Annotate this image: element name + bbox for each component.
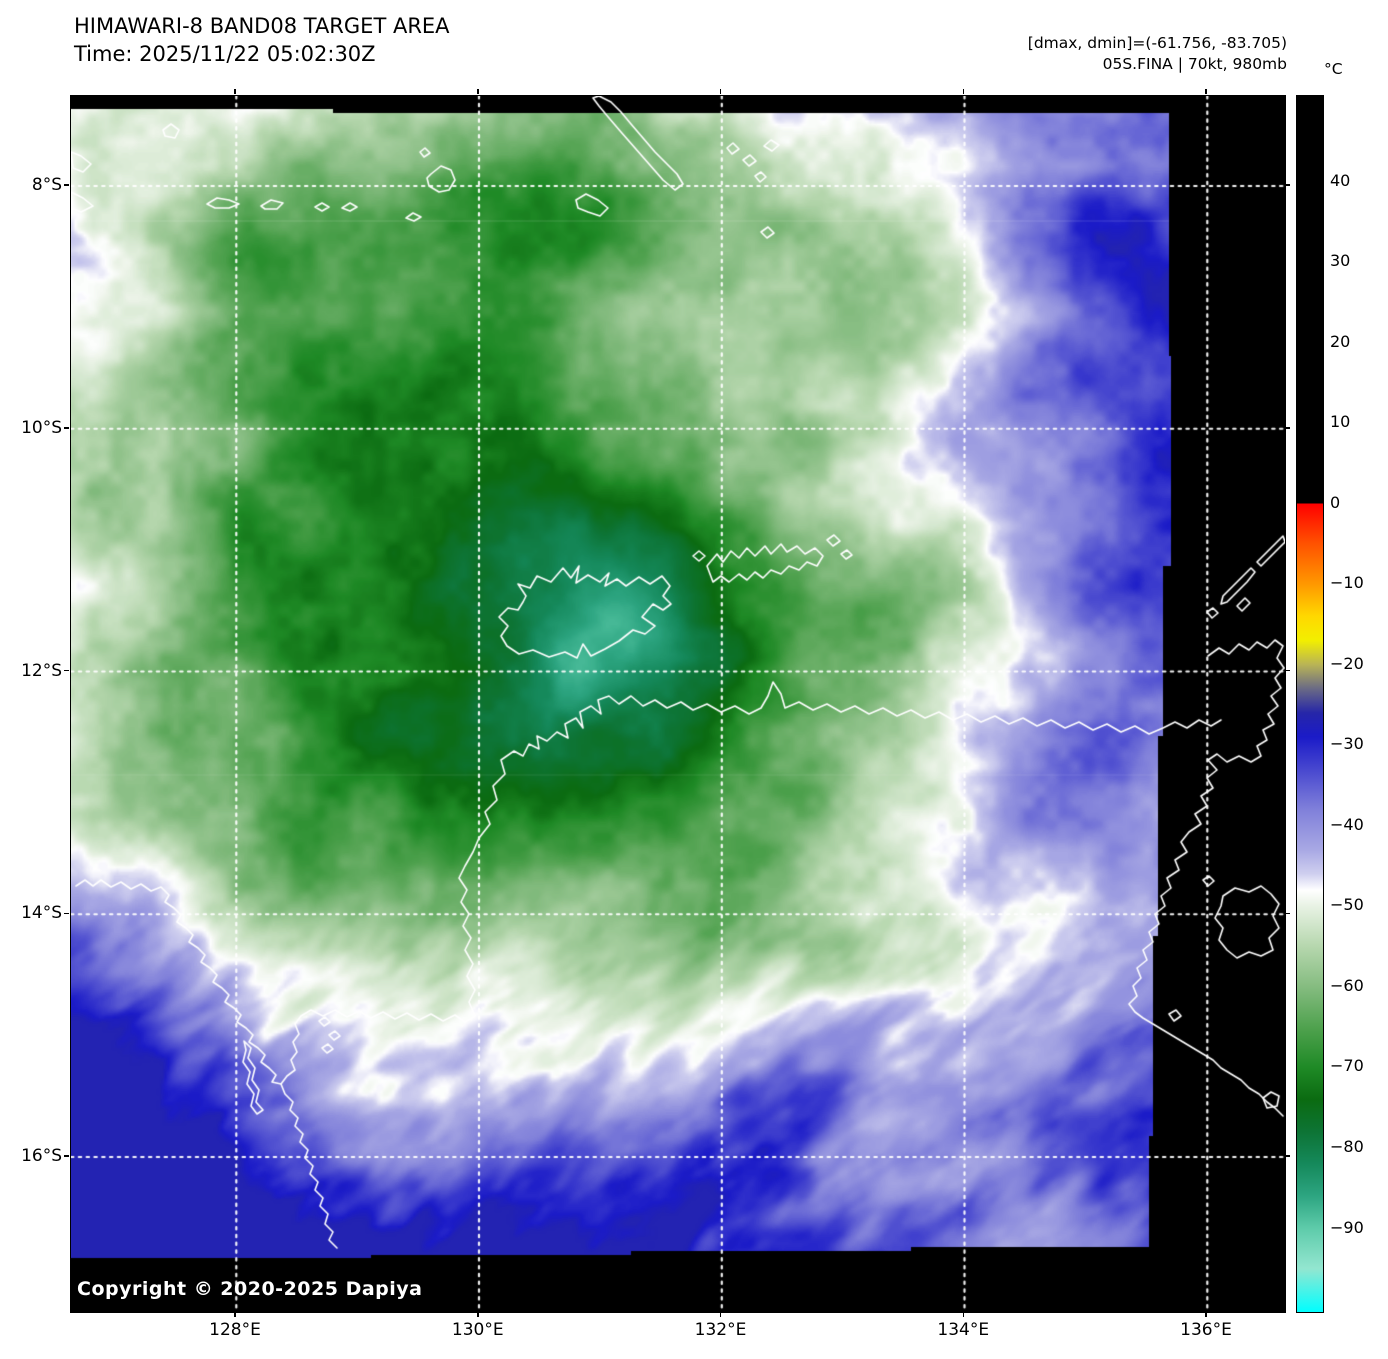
axis-tick-mark xyxy=(64,669,69,672)
axis-tick-mark xyxy=(64,427,69,429)
x-tick-label: 136°E xyxy=(1180,1320,1232,1340)
satellite-map-frame: Copyright © 2020-2025 Dapiya xyxy=(70,95,1286,1313)
y-tick-label: 14°S xyxy=(21,903,62,924)
axis-tick-mark xyxy=(962,1312,964,1317)
colorbar-tick-label: −30 xyxy=(1330,734,1364,754)
annotation-block: [dmax, dmin]=(-61.756, -83.705) 05S.FINA… xyxy=(1028,33,1287,75)
x-tick-label: 134°E xyxy=(937,1320,990,1340)
axis-tick-mark xyxy=(1205,1312,1207,1317)
axis-tick-mark xyxy=(962,89,964,94)
colorbar-tick-label: −80 xyxy=(1330,1136,1364,1156)
colorbar-unit-label: °C xyxy=(1324,60,1343,78)
colorbar-gradient xyxy=(1296,95,1324,1313)
y-tick-label: 16°S xyxy=(21,1146,62,1166)
x-tick-label: 132°E xyxy=(694,1320,747,1340)
colorbar-tick-label: 0 xyxy=(1330,492,1341,512)
colorbar-tick-label: 40 xyxy=(1330,170,1351,190)
colorbar-tick-label: −10 xyxy=(1330,573,1364,593)
colorbar-tick-label: 30 xyxy=(1330,251,1351,271)
colorbar-tick-label: −60 xyxy=(1330,975,1364,995)
axis-tick-mark xyxy=(234,89,236,94)
y-tick-label: 12°S xyxy=(21,660,62,681)
axis-tick-mark xyxy=(719,1312,722,1317)
axis-tick-mark xyxy=(64,912,69,914)
colorbar-tick-label: −90 xyxy=(1330,1217,1364,1237)
axis-tick-mark xyxy=(477,89,479,94)
axis-tick-mark xyxy=(477,1312,479,1317)
colorbar-tick-label: 20 xyxy=(1330,331,1351,351)
axis-tick-mark xyxy=(64,1155,69,1157)
axis-tick-mark xyxy=(719,89,722,94)
colorbar-tick-label: −50 xyxy=(1330,895,1364,915)
satellite-map-canvas xyxy=(71,96,1285,1312)
colorbar-tick-label: −40 xyxy=(1330,814,1364,834)
page-title: HIMAWARI-8 BAND08 TARGET AREA xyxy=(74,14,450,38)
title-block: HIMAWARI-8 BAND08 TARGET AREA Time: 2025… xyxy=(74,12,450,68)
colorbar-tick-label: −20 xyxy=(1330,653,1364,673)
axis-tick-mark xyxy=(1285,1155,1290,1157)
colorbar-tick-label: 10 xyxy=(1330,412,1351,432)
colorbar-tick-label: −70 xyxy=(1330,1056,1364,1076)
x-tick-label: 130°E xyxy=(451,1320,504,1340)
storm-annotation: 05S.FINA | 70kt, 980mb xyxy=(1102,55,1287,73)
axis-tick-mark xyxy=(1285,669,1290,672)
y-tick-label: 10°S xyxy=(21,417,62,438)
timestamp: Time: 2025/11/22 05:02:30Z xyxy=(74,42,376,66)
x-tick-label: 128°E xyxy=(209,1320,261,1340)
axis-tick-mark xyxy=(1205,89,1207,94)
axis-tick-mark xyxy=(1285,184,1290,186)
axis-tick-mark xyxy=(1285,427,1290,429)
dmax-dmin-annotation: [dmax, dmin]=(-61.756, -83.705) xyxy=(1027,34,1287,52)
axis-tick-mark xyxy=(64,184,69,186)
y-tick-label: 8°S xyxy=(31,175,62,195)
copyright-watermark: Copyright © 2020-2025 Dapiya xyxy=(77,1278,423,1300)
axis-tick-mark xyxy=(234,1312,236,1317)
axis-tick-mark xyxy=(1285,912,1290,914)
